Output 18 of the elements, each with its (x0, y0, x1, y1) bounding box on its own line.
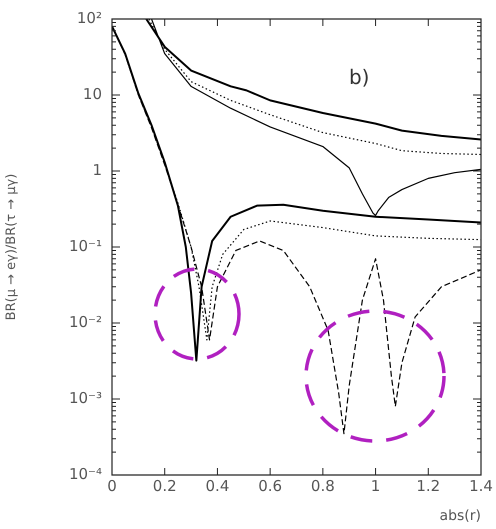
y-tick-label: 10⁻⁴ (68, 464, 102, 483)
y-axis-title: BR(μ → eγ)/BR(τ → μγ) (4, 174, 20, 320)
x-axis-title: abs(r) (440, 508, 481, 524)
y-tick-label: 1 (92, 160, 102, 179)
y-tick-label: 10⁻¹ (68, 236, 102, 255)
x-tick-label: 1 (370, 476, 380, 495)
x-tick-label: 0.8 (310, 476, 335, 495)
x-tick-label: 1.2 (416, 476, 440, 495)
x-tick-label: 0 (107, 476, 117, 495)
y-tick-label: 10 (82, 84, 102, 103)
y-tick-label: 10⁻³ (68, 388, 102, 407)
annotation: b) (348, 65, 370, 89)
x-tick-label: 0.2 (152, 476, 177, 495)
x-tick-label: 1.4 (469, 476, 493, 495)
y-tick-label: 10⁻² (68, 312, 102, 331)
x-tick-label: 0.6 (258, 476, 282, 495)
y-tick-label: 10² (76, 8, 102, 27)
x-tick-label: 0.4 (206, 476, 230, 495)
